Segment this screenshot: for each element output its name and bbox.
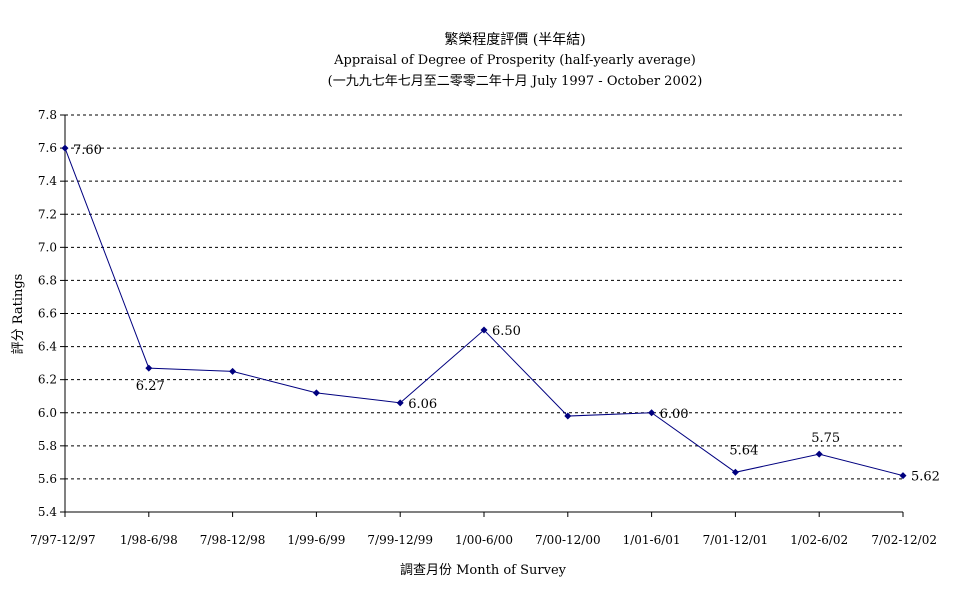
data-point: [145, 364, 153, 372]
y-tick-label: 6.0: [38, 406, 57, 420]
y-tick-label: 6.8: [38, 273, 57, 287]
data-label: 6.06: [408, 397, 437, 412]
y-tick-label: 6.2: [38, 373, 57, 387]
y-tick-label: 6.6: [38, 307, 57, 321]
y-tick-label: 7.6: [38, 141, 57, 155]
chart-title: 繁榮程度評價 (半年結): [444, 31, 585, 48]
y-tick-label: 5.6: [38, 472, 57, 486]
data-point: [312, 389, 320, 397]
x-tick-label: 1/00-6/00: [455, 533, 513, 547]
data-label: 6.00: [660, 407, 689, 422]
series-line-path: [64, 147, 904, 477]
data-point: [61, 144, 69, 152]
x-tick-label: 7/98-12/98: [200, 533, 266, 547]
x-tick-label: 1/01-6/01: [623, 533, 681, 547]
data-point: [815, 450, 823, 458]
y-tick-label: 5.4: [38, 505, 57, 519]
y-tick-label: 7.4: [38, 174, 57, 188]
x-tick-label: 7/99-12/99: [367, 533, 433, 547]
chart-subtitle: Appraisal of Degree of Prosperity (half-…: [333, 53, 696, 68]
chart-subtitle-range: (一九九七年七月至二零零二年十月 July 1997 - October 200…: [328, 74, 703, 89]
data-label: 7.60: [73, 143, 102, 158]
data-label: 5.62: [911, 470, 940, 485]
y-tick-label: 6.4: [38, 340, 57, 354]
data-point: [564, 412, 572, 420]
gridlines: [65, 114, 903, 480]
axes: [64, 115, 903, 513]
data-point: [899, 472, 907, 480]
y-axis-label: 評分 Ratings: [11, 274, 26, 355]
series-line: [61, 144, 907, 480]
data-point: [396, 399, 404, 407]
y-tick-label: 7.0: [38, 240, 57, 254]
x-tick-label: 1/02-6/02: [790, 533, 848, 547]
data-label: 6.50: [492, 324, 521, 339]
x-tick-label: 7/00-12/00: [535, 533, 601, 547]
data-label: 5.64: [729, 443, 758, 458]
y-tick-labels: 5.4 5.6 5.8 6.0 6.2 6.4 6.6 6.8 7.0 7.2 7.4 7.6 7.8: [38, 108, 65, 519]
y-tick-label: 5.8: [38, 439, 57, 453]
data-point: [229, 367, 237, 375]
data-point: [480, 326, 488, 334]
x-axis-label: 調查月份 Month of Survey: [400, 563, 567, 578]
x-tick-label: 1/99-6/99: [287, 533, 345, 547]
y-tick-label: 7.8: [38, 108, 57, 122]
x-tick-label: 7/02-12/02: [871, 533, 937, 547]
x-tick-label: 1/98-6/98: [120, 533, 178, 547]
x-tick-label: 7/97-12/97: [30, 533, 96, 547]
data-label: 6.27: [136, 379, 165, 394]
data-labels: 7.60 6.27 6.06 6.50 6.00 5.64 5.75 5.62: [73, 143, 940, 485]
data-point: [731, 468, 739, 476]
data-point: [648, 409, 656, 417]
y-tick-label: 7.2: [38, 207, 57, 221]
data-label: 5.75: [811, 431, 840, 446]
x-tick-label: 7/01-12/01: [703, 533, 769, 547]
x-tick-labels: 7/97-12/97 1/98-6/98 7/98-12/98 1/99-6/99 7/…: [30, 512, 937, 547]
